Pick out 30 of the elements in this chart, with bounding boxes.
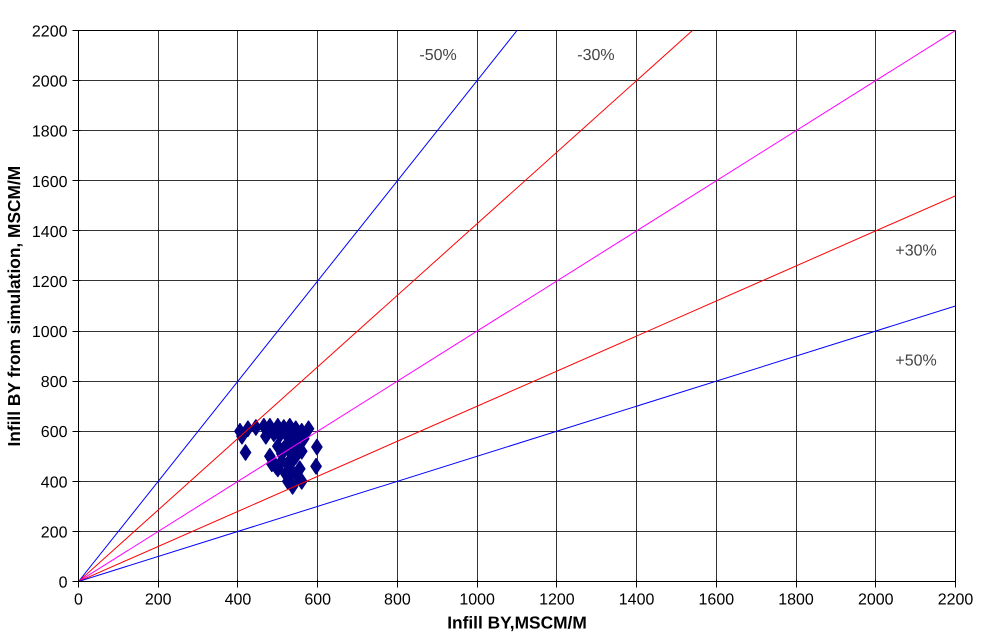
x-axis-title: Infill BY,MSCM/M [447, 612, 587, 632]
annotation: +50% [895, 352, 937, 370]
x-tick-label: 2200 [938, 592, 974, 608]
x-tick-label: 1800 [778, 592, 814, 608]
x-tick-label: 0 [74, 592, 84, 608]
y-tick-label: 2200 [32, 24, 68, 40]
x-tick-label: 800 [384, 592, 411, 608]
x-tick-label: 600 [304, 592, 332, 608]
y-tick-label: 1400 [32, 224, 68, 241]
y-tick-label: 2000 [32, 74, 68, 91]
annotation: +30% [895, 242, 937, 260]
y-tick-label: 0 [58, 574, 68, 592]
y-tick-label: 1000 [32, 324, 68, 342]
annotation: -30% [577, 46, 615, 64]
x-tick-label: 1200 [539, 592, 575, 608]
x-tick-label: 2000 [858, 592, 894, 608]
x-tick-label: 1400 [618, 592, 654, 608]
y-tick-label: 1800 [32, 124, 68, 141]
x-tick-label: 1000 [459, 592, 496, 608]
y-tick-label: 800 [40, 374, 68, 392]
x-tick-label: 400 [224, 592, 252, 608]
y-axis-title: Infill BY from simulation, MSCM/M [4, 166, 24, 447]
y-tick-label: 400 [40, 474, 68, 492]
y-tick-label: 600 [40, 424, 68, 442]
x-tick-label: 200 [144, 592, 172, 608]
annotation: -50% [419, 46, 457, 64]
y-tick-label: 1200 [32, 274, 68, 291]
x-tick-label: 1600 [698, 592, 734, 608]
y-tick-label: 200 [40, 524, 68, 542]
y-tick-label: 1600 [32, 174, 68, 191]
